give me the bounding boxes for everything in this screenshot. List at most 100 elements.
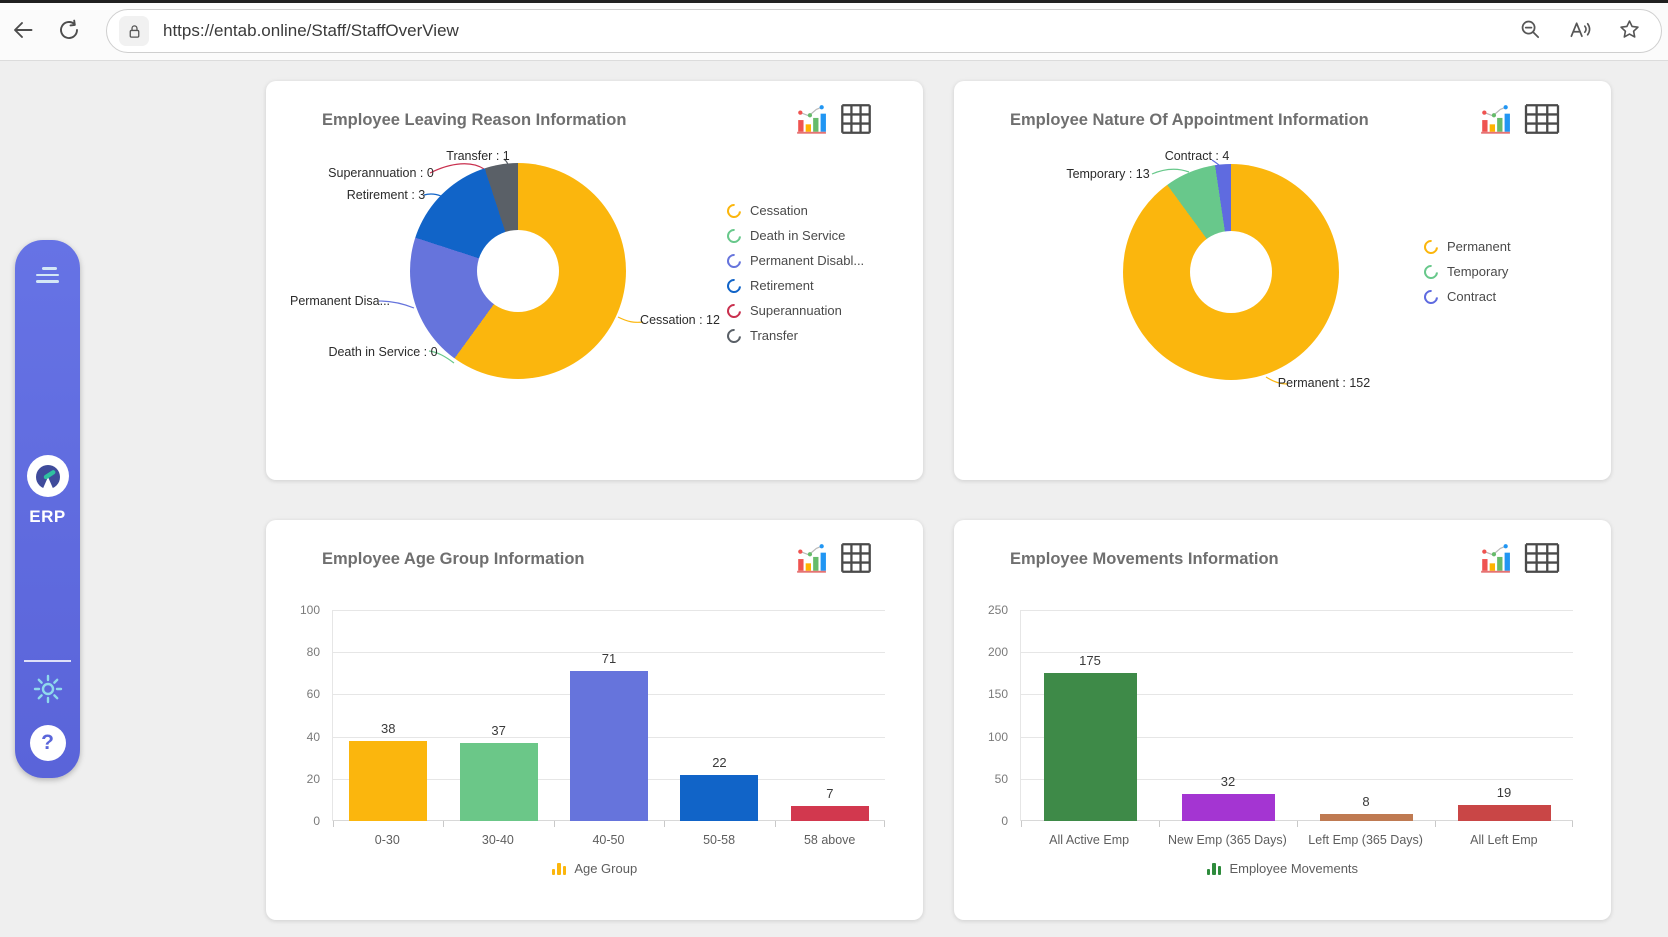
- zoom-out-button[interactable]: [1519, 18, 1542, 44]
- bar-chart-employee-movements: 0 50 100 150 200 250 175 32 8 19: [988, 603, 1573, 828]
- bar-30-40: [459, 742, 538, 821]
- card-employee-movements: Employee Movements Information 0 50 100 …: [954, 520, 1611, 920]
- grid-view-icon[interactable]: [1523, 103, 1561, 135]
- x-tick-label: All Active Emp: [1049, 833, 1130, 847]
- chart-view-icon[interactable]: [795, 542, 827, 574]
- card-title: Employee Age Group Information: [322, 550, 585, 568]
- bar-50-58: [680, 774, 759, 821]
- legend-item-temporary[interactable]: Temporary: [1421, 259, 1511, 284]
- gear-icon: [30, 671, 66, 710]
- grid-view-icon[interactable]: [839, 103, 873, 135]
- y-tick-label: 200: [987, 645, 1008, 660]
- plot-area: 38 37 71 22 7: [332, 610, 885, 827]
- legend-item-retirement[interactable]: Retirement: [724, 273, 864, 298]
- legend-leaving-reason: Cessation Death in Service Permanent Dis…: [724, 198, 864, 348]
- donut-chart-leaving-reason: Cessation : 12 Death in Service : 0 Perm…: [266, 135, 923, 440]
- address-bar-actions: [1519, 18, 1641, 44]
- card-header: Employee Movements Information: [954, 520, 1611, 574]
- page-content: ERP ? Employee Leaving: [0, 60, 1668, 937]
- refresh-icon: [57, 18, 81, 45]
- grid-view-icon[interactable]: [839, 542, 873, 574]
- legend-ring-icon: [1421, 236, 1441, 257]
- card-header: Employee Leaving Reason Information: [266, 81, 923, 135]
- refresh-button[interactable]: [52, 14, 86, 48]
- erp-sidebar: ERP ?: [15, 240, 80, 778]
- bar-left-emp-365: [1319, 814, 1413, 821]
- y-tick-label: 60: [306, 687, 320, 702]
- legend-ring-icon: [1421, 286, 1441, 307]
- y-tick-label: 50: [994, 771, 1008, 786]
- legend-item-superannuation[interactable]: Superannuation: [724, 298, 864, 323]
- legend-employee-movements[interactable]: Employee Movements: [954, 861, 1611, 876]
- address-bar[interactable]: [106, 9, 1662, 53]
- bar-value-label: 22: [712, 754, 727, 770]
- callout-retirement: Retirement : 3: [346, 188, 426, 202]
- question-mark-icon: ?: [29, 725, 66, 761]
- sidebar-divider: [24, 660, 71, 662]
- favorite-star-button[interactable]: [1618, 18, 1641, 44]
- card-title: Employee Leaving Reason Information: [322, 111, 627, 129]
- callout-death-in-service: Death in Service : 0: [328, 345, 438, 359]
- bar-value-label: 38: [380, 720, 396, 736]
- chart-view-icon[interactable]: [1479, 542, 1511, 574]
- back-button[interactable]: [6, 14, 40, 48]
- card-header: Employee Nature Of Appointment Informati…: [954, 81, 1611, 135]
- site-info-lock-icon[interactable]: [119, 16, 149, 46]
- callout-permanent: Permanent : 152: [1277, 376, 1371, 390]
- help-button[interactable]: ?: [15, 724, 80, 762]
- bar-0-30: [349, 740, 428, 821]
- card-header: Employee Age Group Information: [266, 520, 923, 574]
- bar-value-label: 19: [1496, 784, 1512, 800]
- card-nature-of-appointment: Employee Nature Of Appointment Informati…: [954, 81, 1611, 480]
- legend-item-permanent-disabled[interactable]: Permanent Disabl...: [724, 248, 864, 273]
- legend-item-contract[interactable]: Contract: [1421, 284, 1511, 309]
- x-tick-label: 0-30: [374, 833, 400, 847]
- bar-new-emp-365: [1181, 794, 1275, 821]
- chart-view-icon[interactable]: [1479, 103, 1511, 135]
- star-icon: [1618, 18, 1641, 44]
- bar-all-active-emp: [1043, 673, 1137, 821]
- card-view-toggles: [1479, 542, 1561, 574]
- donut-chart-nature-of-appointment: Permanent : 152 Temporary : 13 Contract …: [954, 135, 1611, 440]
- bar-chart-legend-icon: [551, 862, 567, 875]
- bar-value-label: 175: [1079, 653, 1101, 669]
- y-tick-label: 0: [313, 814, 320, 828]
- grid-view-icon[interactable]: [1523, 542, 1561, 574]
- url-input[interactable]: [161, 20, 1507, 42]
- bar-slot: 19: [1435, 610, 1573, 821]
- legend-nature-of-appointment: Permanent Temporary Contract: [1421, 234, 1511, 309]
- callout-permanent-disabled: Permanent Disa...: [289, 294, 391, 308]
- settings-button[interactable]: [15, 670, 80, 711]
- x-tick-label: New Emp (365 Days): [1167, 833, 1287, 847]
- legend-item-permanent[interactable]: Permanent: [1421, 234, 1511, 259]
- legend-item-cessation[interactable]: Cessation: [724, 198, 864, 223]
- legend-age-group[interactable]: Age Group: [266, 861, 923, 876]
- card-view-toggles: [795, 103, 873, 135]
- legend-ring-icon: [724, 250, 744, 271]
- callout-transfer: Transfer : 1: [446, 149, 510, 163]
- x-tick-label: 50-58: [703, 833, 736, 847]
- read-aloud-button[interactable]: [1568, 18, 1592, 44]
- donut-leaving-reason: [410, 163, 626, 379]
- bar-slot: 37: [443, 610, 553, 821]
- y-tick-label: 80: [306, 645, 320, 660]
- erp-logo[interactable]: ERP: [15, 455, 80, 527]
- chart-view-icon[interactable]: [795, 103, 827, 135]
- bar-value-label: 32: [1220, 774, 1236, 789]
- bar-slot: 71: [554, 610, 664, 821]
- x-tick-label: 30-40: [481, 833, 514, 847]
- menu-button[interactable]: [15, 262, 80, 288]
- bar-value-label: 7: [826, 786, 834, 802]
- bar-all-left-emp: [1457, 804, 1551, 821]
- read-aloud-icon: [1568, 18, 1592, 44]
- bar-58-above: [790, 806, 869, 821]
- y-tick-label: 20: [306, 771, 320, 786]
- y-tick-label: 150: [987, 687, 1008, 702]
- y-tick-label: 250: [987, 603, 1008, 617]
- legend-item-death-in-service[interactable]: Death in Service: [724, 223, 864, 248]
- bar-value-label: 37: [491, 722, 506, 738]
- legend-item-transfer[interactable]: Transfer: [724, 323, 864, 348]
- card-employee-age-group: Employee Age Group Information 0 20 40 6…: [266, 520, 923, 920]
- x-axis-labels: 0-30 30-40 40-50 50-58 58 above: [332, 833, 885, 847]
- donut-nature-of-appointment: [1123, 164, 1339, 380]
